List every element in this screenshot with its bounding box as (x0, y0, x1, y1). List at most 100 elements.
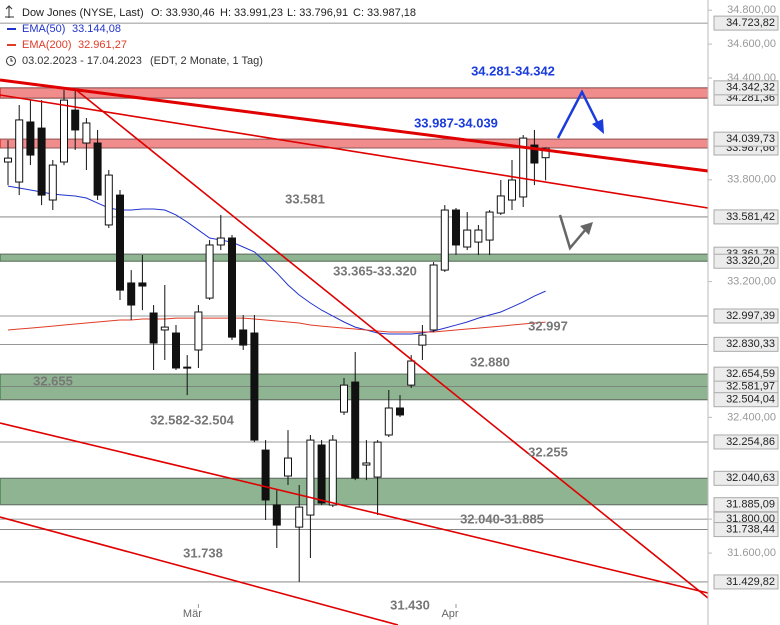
candle-body (183, 366, 192, 369)
candle-body (160, 326, 169, 331)
y-tick-label: 32.400,00 (727, 411, 776, 423)
annotation: 32.655 (33, 373, 73, 388)
candle-body (228, 237, 236, 338)
candle-body (104, 174, 113, 226)
level-label: 32.254,86 (726, 436, 775, 448)
legend-label: EMA(50) (22, 23, 65, 35)
y-tick-label: 34.600,00 (727, 38, 776, 50)
candle-body (440, 209, 449, 271)
candle-body (205, 244, 214, 299)
arrows (556, 89, 604, 251)
candle-body (340, 384, 348, 413)
level-label: 31.738,44 (726, 523, 775, 535)
candle-body (82, 122, 91, 144)
candle-body (239, 329, 248, 346)
y-tick-label: 31.600,00 (727, 547, 776, 559)
arrow (556, 89, 600, 139)
level-box (713, 209, 779, 225)
annotation: 32.040-31.885 (460, 511, 544, 526)
ema-line (7, 317, 546, 333)
legend-label: EMA(200) (22, 39, 72, 51)
candle-body (261, 449, 270, 501)
candle-body (351, 381, 360, 479)
level-label: 34.039,73 (726, 133, 775, 145)
level-box (713, 574, 779, 590)
candle-body (452, 209, 460, 246)
candle-body (530, 144, 539, 164)
zone (0, 253, 709, 262)
candle-body (508, 179, 516, 201)
candle-body (138, 282, 147, 287)
candle-body (485, 211, 494, 241)
level-label: 32.997,39 (726, 310, 775, 322)
candle-body (362, 462, 371, 466)
candle-body (93, 142, 102, 196)
annotation: 32.255 (528, 444, 568, 459)
level-label: 33.581,42 (726, 211, 775, 223)
zone (0, 138, 709, 149)
candle-body (474, 229, 483, 243)
candle-body (407, 360, 416, 386)
info: L: 33.796,91 (287, 7, 348, 19)
annotation: 33.987-34.039 (414, 115, 498, 130)
level-label: 31.429,82 (726, 576, 775, 588)
candle-body (48, 164, 57, 201)
arrow-head (592, 119, 604, 134)
level-label: 32.504,04 (726, 394, 775, 406)
annotation: 32.880 (470, 354, 510, 369)
x-tick-label: Apr (441, 608, 458, 620)
candle-body (15, 119, 24, 183)
level-box (713, 308, 779, 324)
candle-body (26, 121, 35, 156)
level-box (713, 253, 779, 269)
candle-body (172, 332, 180, 369)
level-label: 34.342,32 (726, 82, 775, 94)
level-label: 31.800,00 (726, 513, 775, 525)
annotation: 32.582-32.504 (150, 412, 235, 427)
trend-line (0, 94, 709, 209)
candle-body (194, 311, 203, 351)
candle-body (284, 457, 292, 477)
level-box (713, 392, 779, 408)
x-tick-label: Mär (183, 608, 202, 620)
candle-body (216, 237, 225, 246)
level-label: 33.320,20 (726, 255, 775, 267)
level-label: 32.654,59 (726, 368, 775, 380)
info: O: 33.930,46 (151, 7, 215, 19)
annotation: 32.997 (528, 318, 568, 333)
candle-body (429, 264, 438, 331)
candle-body (328, 439, 337, 506)
y-tick-label: 33.200,00 (727, 276, 776, 288)
candle-body (541, 147, 550, 159)
candle-body (116, 194, 124, 291)
level-box (713, 366, 779, 382)
legend-value: 33.144,08 (72, 23, 121, 35)
candle-body (295, 506, 304, 528)
level-box (713, 470, 779, 486)
header: Dow Jones (NYSE, Last) O: 33.930,46 H: 3… (5, 5, 416, 67)
level-label: 34.723,82 (726, 17, 775, 29)
candle-body (496, 195, 505, 214)
annotation: 33.581 (285, 191, 325, 206)
level-box (713, 131, 779, 147)
icon (5, 5, 14, 18)
candle-body (317, 444, 326, 504)
trend-line (74, 88, 709, 599)
level-label: 32.040,63 (726, 472, 775, 484)
info: H: 33.991,23 (220, 7, 283, 19)
candle-body (384, 407, 393, 436)
annotation: 34.281-34.342 (471, 63, 555, 78)
level-box (713, 522, 779, 538)
candle-body (463, 229, 472, 248)
candle-body (250, 332, 259, 441)
annotation: 31.738 (183, 545, 223, 560)
candle-body (519, 137, 528, 198)
zone (0, 477, 709, 506)
candle-body (418, 334, 427, 346)
level-label: 31.885,09 (726, 499, 775, 511)
candle-body (4, 157, 12, 163)
annotation: 33.365-33.320 (333, 263, 417, 278)
arrow (558, 214, 587, 251)
